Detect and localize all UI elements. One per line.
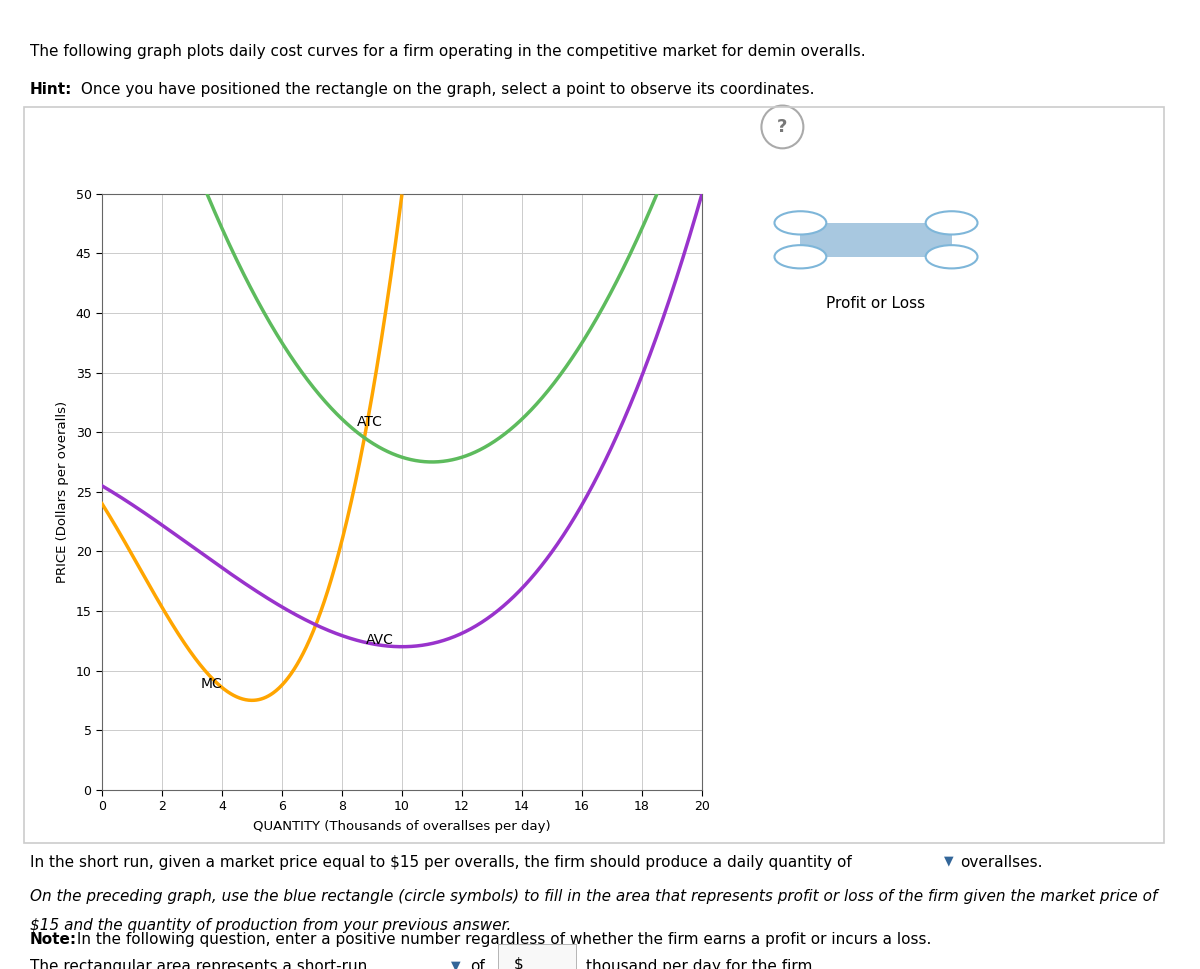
Text: overallses.: overallses. bbox=[960, 855, 1043, 869]
Text: ATC: ATC bbox=[358, 415, 383, 429]
Text: of: of bbox=[470, 959, 485, 969]
Text: On the preceding graph, use the blue rectangle (circle symbols) to fill in the a: On the preceding graph, use the blue rec… bbox=[30, 889, 1157, 903]
Text: Profit or Loss: Profit or Loss bbox=[827, 296, 925, 310]
Text: In the short run, given a market price equal to $15 per overalls, the firm shoul: In the short run, given a market price e… bbox=[30, 855, 852, 869]
Text: ▼: ▼ bbox=[944, 855, 954, 867]
Text: $: $ bbox=[514, 956, 523, 969]
Text: The rectangular area represents a short-run: The rectangular area represents a short-… bbox=[30, 959, 367, 969]
Text: MC: MC bbox=[202, 677, 223, 692]
X-axis label: QUANTITY (Thousands of overallses per day): QUANTITY (Thousands of overallses per da… bbox=[253, 820, 551, 833]
Text: Note:: Note: bbox=[30, 932, 77, 947]
Circle shape bbox=[762, 106, 803, 148]
Text: Once you have positioned the rectangle on the graph, select a point to observe i: Once you have positioned the rectangle o… bbox=[76, 82, 814, 97]
Text: The following graph plots daily cost curves for a firm operating in the competit: The following graph plots daily cost cur… bbox=[30, 44, 865, 58]
Y-axis label: PRICE (Dollars per overalls): PRICE (Dollars per overalls) bbox=[55, 401, 68, 582]
Circle shape bbox=[925, 245, 978, 268]
Circle shape bbox=[774, 245, 827, 268]
Text: AVC: AVC bbox=[366, 634, 394, 647]
Circle shape bbox=[774, 211, 827, 234]
Circle shape bbox=[925, 211, 978, 234]
Text: thousand per day for the firm.: thousand per day for the firm. bbox=[586, 959, 817, 969]
Text: $15 and the quantity of production from your previous answer.: $15 and the quantity of production from … bbox=[30, 918, 511, 932]
Text: ▼: ▼ bbox=[451, 959, 461, 969]
Text: ?: ? bbox=[778, 118, 787, 136]
Text: Hint:: Hint: bbox=[30, 82, 72, 97]
Bar bbox=[800, 223, 952, 257]
Text: In the following question, enter a positive number regardless of whether the fir: In the following question, enter a posit… bbox=[72, 932, 931, 947]
